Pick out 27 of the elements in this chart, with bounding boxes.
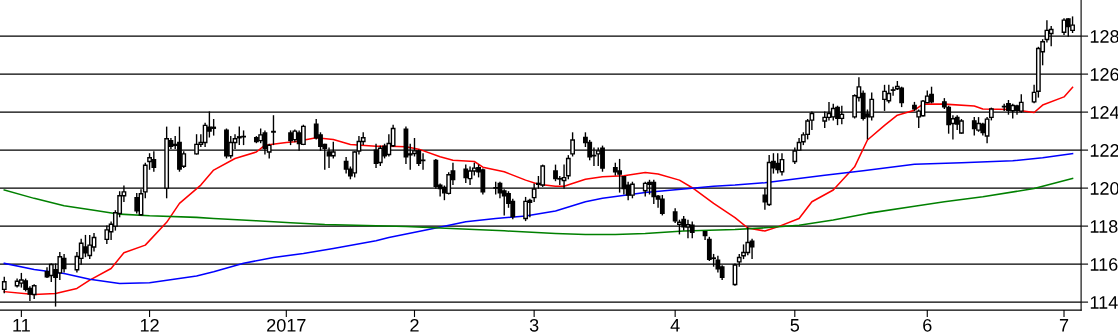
candlestick [523,196,529,222]
candlestick [659,195,665,216]
x-tick-label: 7 [1059,319,1069,332]
x-tick-label: 2017 [267,318,306,332]
y-tick-label: 118 [1090,220,1118,233]
x-tick-label: 5 [790,319,800,332]
y-tick-label: 126 [1090,68,1118,81]
y-tick-label: 122 [1090,144,1118,157]
candlestick [749,238,755,260]
y-tick-label: 114 [1090,296,1118,309]
x-tick-label: 4 [670,319,680,332]
line-series [3,177,1074,236]
y-tick-label: 128 [1090,30,1118,43]
candlestick [775,153,781,174]
line-series [3,152,1074,285]
x-tick-label: 2 [410,318,419,332]
candlestick [377,145,383,166]
candlestick [271,115,276,146]
x-tick-label: 6 [923,318,932,332]
x-tick-label: 3 [529,318,539,332]
y-tick-label: 116 [1090,258,1118,271]
candlestick [420,153,426,170]
x-tick-label: 11 [13,319,30,332]
y-tick-label: 120 [1090,182,1118,195]
line-series [3,86,1074,296]
x-tick-label: 12 [140,318,159,332]
candlestick [134,193,140,214]
